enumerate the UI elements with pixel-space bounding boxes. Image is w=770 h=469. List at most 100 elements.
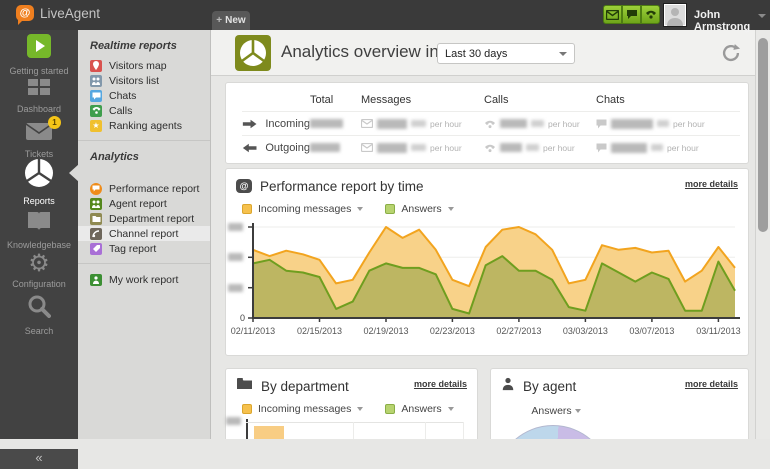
page-header: Analytics overview in Last 30 days xyxy=(211,30,755,76)
submenu-item-tag-report[interactable]: Tag report xyxy=(78,241,210,256)
visitors-icon xyxy=(90,74,102,87)
submenu-item-visitors-list[interactable]: Visitors list xyxy=(78,73,210,88)
column-header-calls: Calls xyxy=(484,94,509,106)
envelope-icon xyxy=(361,119,373,128)
svg-text:02/27/2013: 02/27/2013 xyxy=(496,326,541,336)
submenu-item-my-work-report[interactable]: My work report xyxy=(78,272,210,287)
dropdown-caret-icon xyxy=(357,407,364,411)
submenu-item-department-report[interactable]: Department report xyxy=(78,211,210,226)
blurred-value xyxy=(611,118,653,129)
chat-bubble-icon xyxy=(596,119,607,128)
column-header-chats: Chats xyxy=(596,94,625,106)
legend-incoming-messages-dropdown[interactable]: Incoming messages xyxy=(242,403,364,415)
submenu-item-label: Performance report xyxy=(109,182,200,195)
dropdown-caret-icon xyxy=(357,207,364,211)
department-bar xyxy=(254,426,284,439)
submenu-item-performance-report[interactable]: Performance report xyxy=(78,181,210,196)
user-name[interactable]: John Armstrong xyxy=(694,9,751,33)
per-hour-label: per hour xyxy=(667,142,699,153)
legend-answers-dropdown[interactable]: Answers xyxy=(385,203,454,215)
new-button[interactable]: + New xyxy=(212,11,250,30)
map-pin-icon xyxy=(90,59,102,72)
submenu-section-title: Realtime reports xyxy=(90,40,177,52)
email-status-button[interactable] xyxy=(603,5,622,24)
blurred-value xyxy=(657,120,669,127)
sidebar-collapse-button[interactable]: « xyxy=(0,449,78,469)
sidebar-item-dashboard[interactable]: Dashboard xyxy=(0,78,78,114)
submenu-item-calls[interactable]: Calls xyxy=(78,103,210,118)
chat-status-button[interactable] xyxy=(622,5,641,24)
column-header-total: Total xyxy=(310,94,334,106)
table-row-incoming: Incoming per hour per hour xyxy=(242,111,740,135)
sidebar-item-label: Knowledgebase xyxy=(6,240,72,250)
submenu-item-channel-report[interactable]: Channel report xyxy=(78,226,210,241)
legend-incoming-messages-dropdown[interactable]: Incoming messages xyxy=(242,203,364,215)
legend-label: Answers xyxy=(401,203,442,215)
blurred-value xyxy=(500,143,522,152)
main-sidebar: Getting started Dashboard 1 Tickets Repo… xyxy=(0,30,78,469)
sidebar-item-getting-started[interactable]: Getting started xyxy=(0,34,78,76)
submenu-divider xyxy=(78,263,210,264)
folder-icon xyxy=(90,212,102,225)
phone-icon xyxy=(645,10,656,19)
submenu-item-visitors-map[interactable]: Visitors map xyxy=(78,58,210,73)
submenu-item-label: My work report xyxy=(109,273,179,286)
sidebar-item-label: Reports xyxy=(23,196,55,206)
chat-bubble-icon xyxy=(596,143,607,152)
topbar: @ LiveAgent + New John Armstrong xyxy=(0,0,770,33)
blurred-value xyxy=(310,118,343,128)
sidebar-item-reports[interactable]: Reports xyxy=(0,158,78,206)
sidebar-item-search[interactable]: Search xyxy=(0,294,78,336)
phone-icon xyxy=(485,120,495,128)
by-department-card: By department more details Incoming mess… xyxy=(225,368,478,439)
new-button-label: New xyxy=(225,15,246,26)
legend-answers-dropdown[interactable]: Answers xyxy=(385,403,454,415)
svg-text:02/19/2013: 02/19/2013 xyxy=(363,326,408,336)
agent-pie-chart xyxy=(495,425,611,439)
submenu-item-agent-report[interactable]: Agent report xyxy=(78,196,210,211)
gridline xyxy=(246,422,463,423)
submenu-section-title: Analytics xyxy=(90,151,139,163)
envelope-icon xyxy=(361,143,373,152)
blurred-axis-label xyxy=(228,284,243,292)
date-range-select[interactable]: Last 30 days xyxy=(437,43,575,64)
sidebar-item-label: Dashboard xyxy=(16,104,62,114)
sidebar-item-label: Configuration xyxy=(12,279,66,289)
sidebar-item-configuration[interactable]: ⚙ Configuration xyxy=(0,252,78,290)
submenu-item-label: Visitors map xyxy=(109,59,167,72)
table-header-row: Total Messages Calls Chats xyxy=(242,89,740,111)
blurred-axis-label xyxy=(228,223,243,231)
blurred-value xyxy=(411,120,426,127)
dashboard-grid-icon xyxy=(27,78,51,101)
brand-name: LiveAgent xyxy=(40,5,101,21)
submenu-item-ranking-agents[interactable]: ★ Ranking agents xyxy=(78,118,210,133)
submenu-divider xyxy=(78,140,210,141)
more-details-link[interactable]: more details xyxy=(684,179,738,189)
sidebar-item-tickets[interactable]: 1 Tickets xyxy=(0,116,78,159)
incoming-messages-swatch xyxy=(242,404,252,414)
submenu-item-chats[interactable]: Chats xyxy=(78,88,210,103)
envelope-icon xyxy=(606,9,619,20)
user-avatar[interactable] xyxy=(663,3,687,27)
scrollbar-thumb[interactable] xyxy=(758,38,768,232)
main-content: Analytics overview in Last 30 days Total… xyxy=(211,30,755,439)
panel-title: By department xyxy=(261,378,349,394)
phone-status-button[interactable] xyxy=(641,5,660,24)
channel-report-icon xyxy=(90,227,102,240)
submenu-item-label: Tag report xyxy=(109,242,157,255)
svg-text:03/11/2013: 03/11/2013 xyxy=(696,326,740,336)
panel-title: Performance report by time xyxy=(260,178,424,194)
refresh-button[interactable] xyxy=(721,43,741,63)
active-item-notch xyxy=(69,164,79,182)
sidebar-item-knowledgebase[interactable]: Knowledgebase xyxy=(0,210,78,250)
analytics-overview-card: Total Messages Calls Chats Incoming per … xyxy=(225,82,749,164)
agent-answers-dropdown[interactable]: Answers xyxy=(506,405,606,417)
vertical-scrollbar xyxy=(755,30,770,439)
tickets-envelope-icon: 1 xyxy=(25,116,61,146)
more-details-link[interactable]: more details xyxy=(413,379,467,389)
blurred-value xyxy=(377,142,407,153)
more-details-link[interactable]: more details xyxy=(684,379,738,389)
svg-text:02/15/2013: 02/15/2013 xyxy=(297,326,342,336)
search-icon xyxy=(27,294,51,323)
user-menu-caret-icon[interactable] xyxy=(758,14,766,18)
